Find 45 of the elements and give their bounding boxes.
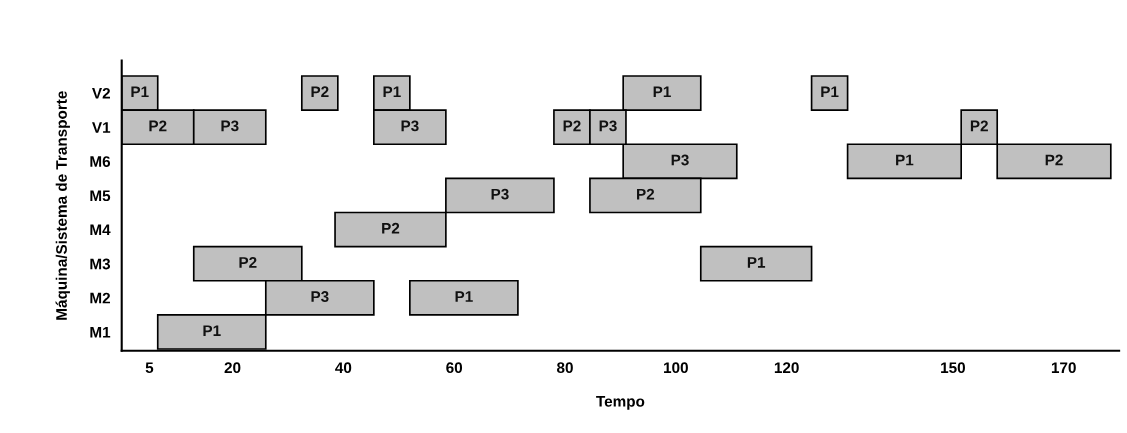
data-label: P3 [311,291,329,302]
data-label: P1 [455,291,473,302]
y-tick-label: M1 [90,326,111,338]
y-tick-label: M4 [90,224,111,236]
y-tick-label: M5 [90,190,111,202]
data-label: P3 [491,188,509,200]
x-tick-label: 100 [664,362,688,374]
data-label: P3 [599,120,617,132]
y-axis-title: Máquina/Sistema de Transporte [55,91,70,320]
x-tick-label: 120 [774,362,799,374]
x-tick-label: 60 [446,362,463,374]
y-tick-label: M2 [90,292,110,304]
data-label: P3 [401,120,419,132]
data-label: P2 [149,120,167,132]
y-tick-label: V1 [92,122,111,133]
y-tick-label: V2 [92,87,110,99]
x-tick-label: 80 [556,362,573,374]
bar [810,75,849,111]
data-label: P2 [637,188,655,200]
data-label: P1 [896,154,914,166]
data-label: P1 [747,257,766,268]
y-tick-label: M3 [90,258,111,270]
x-tick-label: 5 [145,362,154,374]
data-label: P1 [131,86,149,97]
x-tick-label: 20 [224,362,241,374]
data-label: P2 [563,120,581,132]
data-label: P1 [653,86,671,97]
data-label: P1 [203,325,221,336]
data-label: P1 [821,86,839,97]
data-label: P2 [382,222,400,234]
data-label: P1 [383,86,401,97]
data-label: P2 [970,120,988,132]
y-tick-label: M6 [90,156,111,167]
x-tick-label: 40 [335,362,352,374]
data-label: P3 [671,154,689,166]
bar [699,245,813,282]
x-tick-label: 170 [1051,362,1076,374]
x-axis-title: Tempo [596,396,645,410]
data-label: P2 [239,256,257,268]
bar [409,279,519,316]
data-label: P2 [311,86,329,97]
data-label: P3 [221,120,239,132]
bar [300,75,339,111]
data-label: P2 [1045,154,1063,166]
x-tick-label: 150 [941,362,965,374]
